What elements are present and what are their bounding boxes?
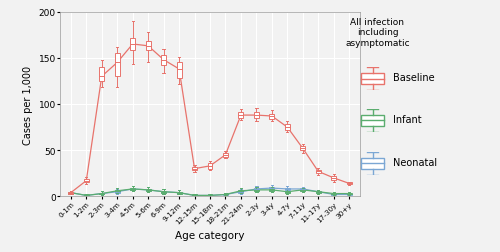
Text: Neonatal: Neonatal (392, 158, 436, 168)
Bar (68, 192, 73, 194)
Bar (270, 187, 274, 189)
Bar (100, 193, 104, 195)
Bar (192, 195, 197, 196)
Bar (176, 63, 182, 79)
Bar (176, 192, 182, 194)
Bar (208, 195, 212, 196)
Bar (254, 189, 259, 191)
Bar (300, 147, 306, 151)
Bar (100, 68, 104, 82)
Bar (146, 189, 150, 191)
Bar (208, 195, 212, 196)
Bar (254, 188, 259, 190)
Bar (130, 188, 135, 190)
Bar (270, 115, 274, 119)
Bar (114, 54, 119, 77)
Bar (331, 194, 336, 196)
Bar (360, 74, 384, 85)
Bar (161, 56, 166, 66)
Bar (316, 191, 320, 193)
Text: Baseline: Baseline (392, 73, 434, 83)
Bar (192, 167, 197, 171)
Bar (114, 190, 119, 192)
Bar (68, 192, 73, 194)
Bar (146, 42, 150, 51)
Bar (238, 113, 244, 118)
Bar (84, 179, 89, 183)
Text: All infection
including
asymptomatic: All infection including asymptomatic (345, 18, 410, 47)
Bar (346, 183, 352, 185)
Bar (316, 191, 320, 193)
Bar (270, 189, 274, 191)
Bar (223, 194, 228, 196)
Bar (146, 189, 150, 191)
Bar (84, 195, 89, 196)
Bar (238, 191, 244, 193)
Bar (346, 194, 352, 196)
Bar (114, 191, 119, 193)
Bar (223, 194, 228, 195)
Bar (300, 188, 306, 190)
Bar (68, 192, 73, 194)
Bar (176, 192, 182, 194)
Bar (130, 188, 135, 190)
Bar (300, 189, 306, 191)
Bar (346, 193, 352, 195)
Bar (238, 190, 244, 192)
Bar (208, 164, 212, 169)
Bar (360, 115, 384, 127)
Bar (316, 170, 320, 174)
Bar (360, 158, 384, 169)
Bar (100, 193, 104, 195)
X-axis label: Age category: Age category (176, 230, 245, 240)
Bar (161, 191, 166, 193)
Bar (223, 153, 228, 157)
Bar (192, 195, 197, 196)
Bar (285, 125, 290, 130)
Bar (331, 176, 336, 180)
Bar (161, 191, 166, 193)
Bar (254, 113, 259, 118)
Bar (130, 38, 135, 51)
Bar (285, 188, 290, 190)
Text: Infant: Infant (392, 115, 421, 125)
Bar (331, 193, 336, 195)
Bar (285, 191, 290, 193)
Bar (84, 195, 89, 196)
Y-axis label: Cases per 1,000: Cases per 1,000 (23, 65, 33, 144)
